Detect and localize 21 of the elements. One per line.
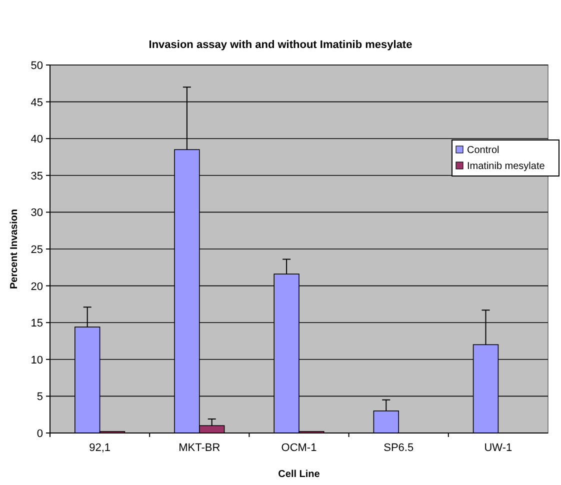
x-tick-label: OCM-1 [281, 442, 317, 454]
x-axis-title: Cell Line [278, 469, 320, 480]
x-tick-label: SP6.5 [384, 442, 414, 454]
y-tick-label: 20 [30, 280, 43, 293]
y-tick-label: 10 [30, 354, 43, 366]
chart-title: Invasion assay with and without Imatinib mesylate [148, 39, 412, 51]
y-tick-label: 35 [30, 170, 43, 182]
y-tick-label: 25 [30, 244, 43, 256]
legend-label: Control [467, 145, 500, 156]
y-tick-label: 30 [30, 207, 43, 220]
y-tick-label: 15 [30, 318, 43, 330]
x-tick-label: 92,1 [89, 442, 111, 454]
y-tick-label: 0 [36, 428, 43, 440]
x-tick-label: MKT-BR [178, 442, 220, 454]
x-tick-label: UW-1 [484, 442, 512, 454]
y-tick-label: 50 [30, 60, 43, 72]
y-tick-label: 45 [30, 96, 43, 109]
legend-label: Imatinib mesylate [467, 161, 546, 172]
y-tick-label: 40 [30, 134, 43, 146]
y-tick-label: 5 [36, 391, 43, 404]
y-axis-title: Percent Invasion [9, 208, 20, 290]
